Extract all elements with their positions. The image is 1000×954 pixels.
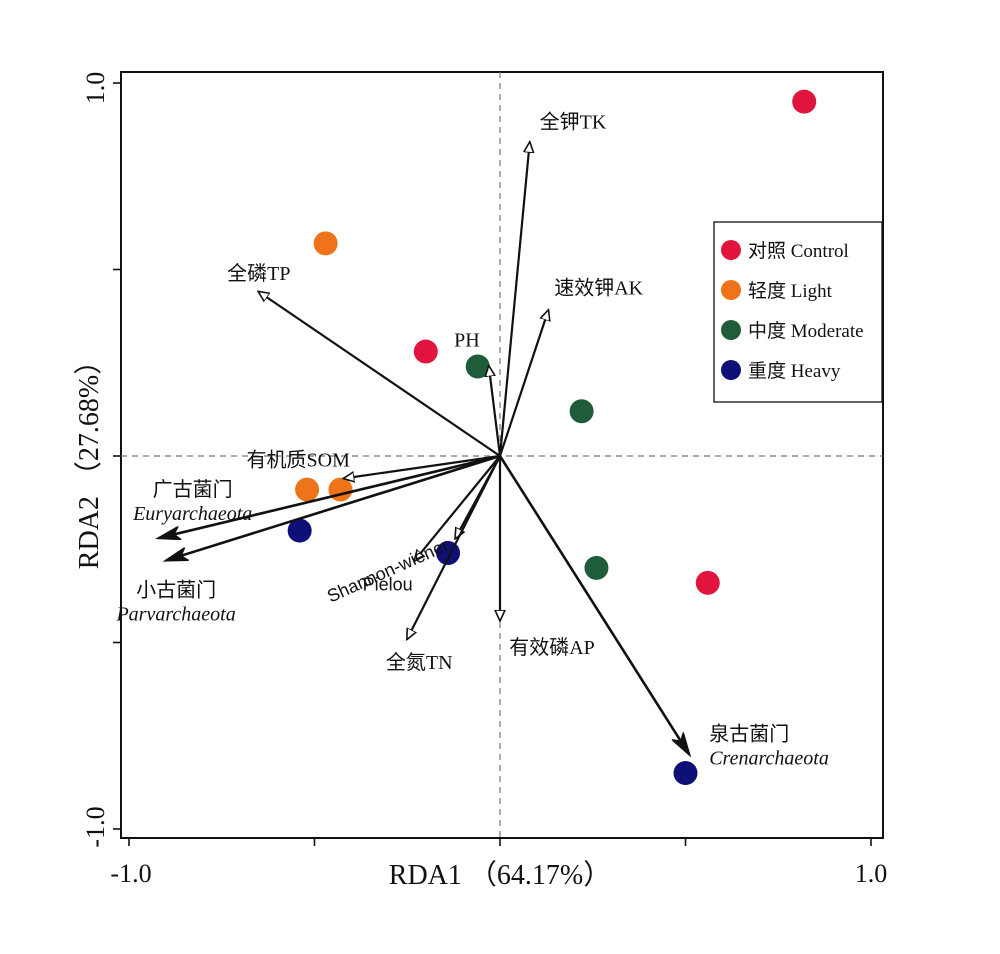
legend: 对照 Control 轻度 Light 中度 Moderate 重度 Heavy <box>713 221 883 403</box>
species-label: 广古菌门 <box>153 478 233 501</box>
sample-point <box>792 89 817 114</box>
x-tick-label-max: 1.0 <box>855 859 888 888</box>
environment-arrow <box>259 292 501 457</box>
y-tick-label-min: -1.0 <box>81 806 110 847</box>
species-arrow <box>166 454 501 562</box>
sample-point <box>695 570 720 595</box>
species-arrow <box>498 455 689 754</box>
legend-label-light: 轻度 Light <box>748 280 833 302</box>
y-tick-label-max: 1.0 <box>81 72 110 105</box>
sample-point <box>413 339 438 364</box>
vectors <box>159 143 690 755</box>
species-label: Euryarchaeota <box>132 503 252 525</box>
environment-label: Pielou <box>363 574 413 594</box>
environment-label: 全氮TN <box>386 651 453 674</box>
sample-point <box>569 399 594 424</box>
species-arrow <box>159 454 501 538</box>
species-label: Parvarchaeota <box>115 603 235 625</box>
sample-point <box>465 354 490 379</box>
environment-label: 有效磷AP <box>509 636 595 659</box>
species-label: Crenarchaeota <box>709 747 829 769</box>
environment-label: 速效钾AK <box>554 277 643 300</box>
sample-point <box>584 555 609 580</box>
legend-marker-light <box>721 280 741 300</box>
environment-label: 有机质SOM <box>247 448 351 471</box>
environment-arrow <box>407 455 501 639</box>
environment-label: PH <box>454 329 480 351</box>
environment-arrow <box>498 311 548 457</box>
axis-ticks <box>113 82 872 846</box>
environment-label: 全钾TK <box>540 111 607 134</box>
legend-label-heavy: 重度 Heavy <box>748 360 841 382</box>
x-tick-label-min: -1.0 <box>110 859 151 888</box>
environment-label: 全磷TP <box>227 262 290 285</box>
legend-marker-control <box>721 240 741 260</box>
sample-point <box>328 477 353 502</box>
environment-arrow <box>415 455 501 560</box>
y-axis-title: RDA2 （27.68%） <box>73 347 105 569</box>
sample-point <box>287 518 312 543</box>
species-label: 小古菌门 <box>136 578 216 601</box>
x-axis-title: RDA1 （64.17%） <box>389 859 611 891</box>
legend-label-control: 对照 Control <box>748 240 849 262</box>
species-label: 泉古菌门 <box>709 722 789 745</box>
environment-arrow <box>498 143 530 457</box>
legend-label-moderate: 中度 Moderate <box>748 320 864 342</box>
sample-point <box>295 477 320 502</box>
environment-arrow <box>344 454 501 478</box>
legend-marker-moderate <box>721 320 741 340</box>
legend-marker-heavy <box>721 360 741 380</box>
plot-frame <box>120 71 884 839</box>
vector-labels: 全钾TK 速效钾AK 全磷TP PH 有机质SOM Shannon-wienerPielo… <box>115 111 828 770</box>
sample-point <box>673 761 698 786</box>
legend-box <box>713 221 883 403</box>
environment-label: Shannon-wiener <box>324 535 452 607</box>
sample-point <box>313 231 338 256</box>
environment-arrow <box>489 366 502 457</box>
sample-points <box>287 89 817 786</box>
